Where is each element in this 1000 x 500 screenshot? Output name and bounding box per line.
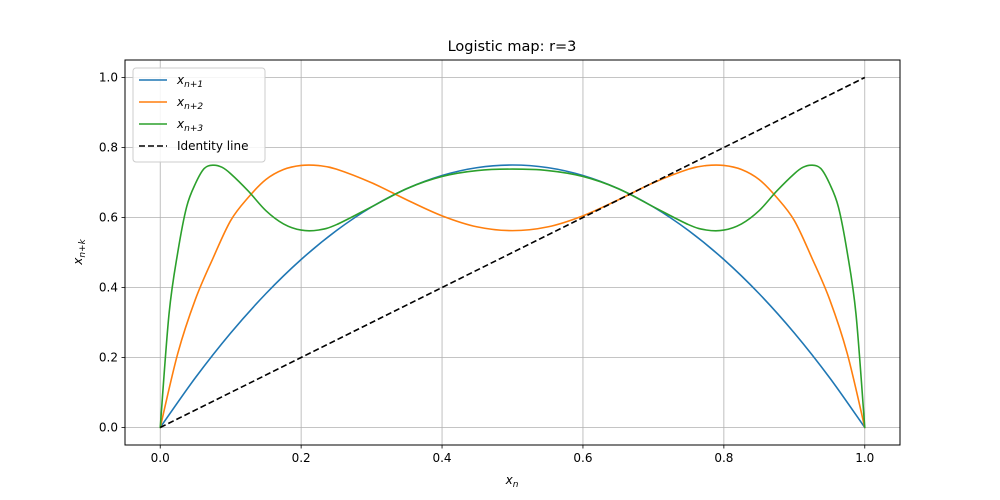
y-tick-label: 0.6	[99, 211, 118, 225]
y-tick-label: 0.8	[99, 141, 118, 155]
series-line-3	[159, 164, 866, 429]
x-tick-label: 1.0	[855, 451, 874, 465]
chart-title: Logistic map: r=3	[448, 39, 577, 55]
x-axis-title-sub: n	[513, 480, 519, 490]
y-tick-label: 0.4	[99, 281, 118, 295]
x-tick-label: 0.0	[151, 451, 170, 465]
legend-label-main: x	[176, 95, 185, 109]
legend-box	[132, 67, 266, 163]
y-axis-title: xn+k	[71, 238, 88, 265]
series-line-2	[159, 164, 866, 429]
y-tick-label: 1.0	[99, 71, 118, 85]
legend-label-main: x	[176, 117, 185, 131]
legend-label-1: xn+1	[176, 73, 203, 90]
x-axis-title-main: x	[505, 473, 514, 487]
tick-layer: 0.0 0.2 0.4 0.6 0.8 1.0 0.0 0.2 0.4 0.6 0.8 1.0	[99, 71, 874, 466]
y-tick-label: 0.2	[99, 351, 118, 365]
legend-label-2: xn+2	[176, 95, 203, 112]
legend-label-4: Identity line	[177, 139, 248, 153]
y-axis-title-sub: n+k	[78, 238, 88, 257]
x-tick-label: 0.6	[573, 451, 592, 465]
plot-frame	[124, 59, 901, 446]
series-layer	[159, 76, 866, 429]
legend-label-main: x	[176, 73, 185, 87]
legend-label-sub: n+1	[184, 80, 203, 90]
x-tick-label: 0.8	[714, 451, 733, 465]
series-line-1	[159, 164, 866, 429]
legend-label-sub: n+3	[184, 124, 203, 134]
x-tick-label: 0.4	[432, 451, 451, 465]
y-tick-label: 0.0	[99, 421, 118, 435]
legend-label-3: xn+3	[176, 117, 203, 134]
legend-label-sub: n+2	[184, 102, 203, 112]
y-axis-title-main: x	[71, 257, 85, 266]
series-line-4	[159, 76, 866, 429]
x-tick-label: 0.2	[292, 451, 311, 465]
x-axis-title: xn	[505, 473, 519, 490]
